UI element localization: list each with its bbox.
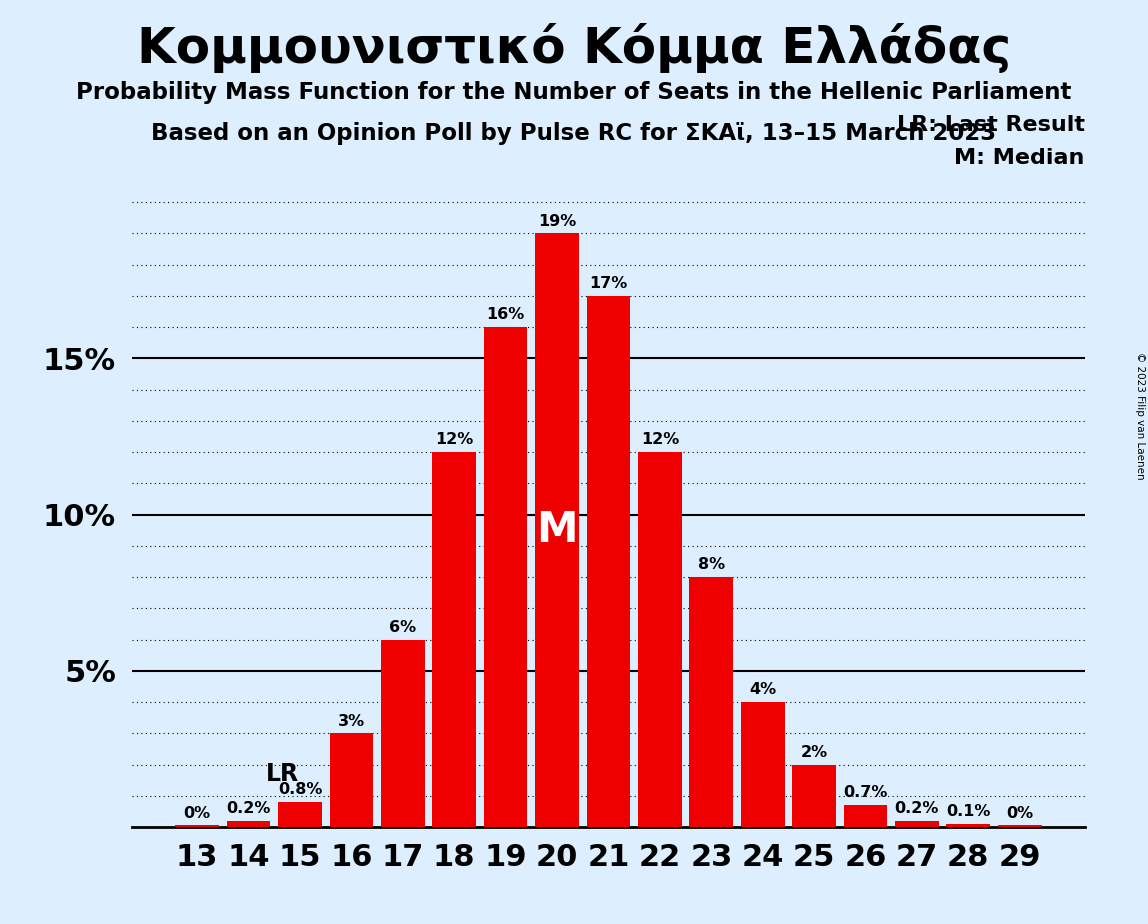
Bar: [895, 821, 939, 827]
Text: 0.2%: 0.2%: [894, 801, 939, 816]
Text: Κομμουνιστικό Κόμμα Ελλάδας: Κομμουνιστικό Κόμμα Ελλάδας: [137, 23, 1011, 73]
Text: M: M: [536, 509, 577, 552]
Text: 17%: 17%: [589, 276, 628, 291]
Text: 0.1%: 0.1%: [946, 804, 991, 820]
Text: LR: LR: [265, 762, 298, 786]
Text: 3%: 3%: [338, 713, 365, 728]
Text: 8%: 8%: [698, 557, 724, 572]
Bar: [740, 702, 784, 827]
Bar: [792, 764, 836, 827]
Bar: [329, 734, 373, 827]
Text: 0.8%: 0.8%: [278, 783, 323, 797]
Text: 0%: 0%: [184, 806, 211, 821]
Bar: [587, 296, 630, 827]
Bar: [638, 452, 682, 827]
Bar: [946, 824, 990, 827]
Text: 4%: 4%: [750, 682, 776, 698]
Text: 19%: 19%: [538, 213, 576, 229]
Text: 0%: 0%: [1006, 806, 1033, 821]
Bar: [278, 802, 321, 827]
Text: 16%: 16%: [487, 308, 525, 322]
Text: 6%: 6%: [389, 620, 417, 635]
Bar: [844, 805, 887, 827]
Bar: [483, 327, 527, 827]
Bar: [690, 578, 734, 827]
Text: 12%: 12%: [641, 432, 678, 447]
Text: Based on an Opinion Poll by Pulse RC for ΣΚΑϊ, 13–15 March 2023: Based on an Opinion Poll by Pulse RC for…: [152, 122, 996, 145]
Text: 12%: 12%: [435, 432, 473, 447]
Text: LR: Last Result: LR: Last Result: [897, 116, 1085, 135]
Text: 0.7%: 0.7%: [844, 785, 887, 800]
Bar: [433, 452, 476, 827]
Text: © 2023 Filip van Laenen: © 2023 Filip van Laenen: [1134, 352, 1145, 480]
Bar: [227, 821, 271, 827]
Text: M: Median: M: Median: [954, 148, 1085, 168]
Bar: [381, 639, 425, 827]
Bar: [998, 825, 1041, 827]
Text: 0.2%: 0.2%: [226, 801, 271, 816]
Bar: [176, 825, 219, 827]
Bar: [535, 234, 579, 827]
Text: Probability Mass Function for the Number of Seats in the Hellenic Parliament: Probability Mass Function for the Number…: [76, 81, 1072, 104]
Text: 2%: 2%: [800, 745, 828, 760]
